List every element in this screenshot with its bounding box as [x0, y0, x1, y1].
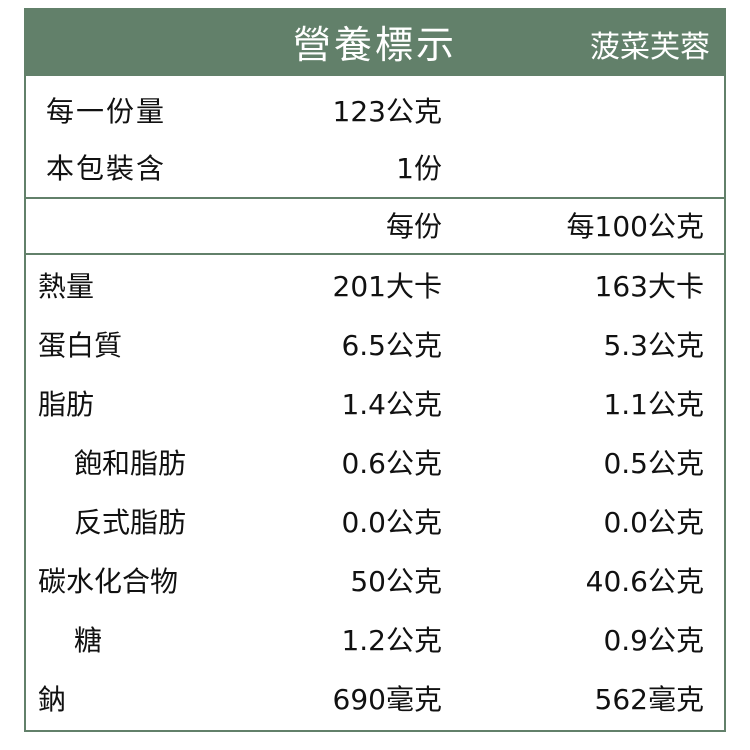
- nutrient-label: 反式脂肪: [74, 506, 187, 539]
- nutrient-value: 163大卡: [594, 270, 704, 303]
- header-band: 營養標示 菠菜芙蓉: [26, 10, 724, 76]
- nutrient-value: 0.9公克: [603, 624, 704, 657]
- serving-value: 123公克: [332, 95, 442, 128]
- nutrient-value: 201大卡: [332, 270, 442, 303]
- nutrient-value: 0.0公克: [603, 506, 704, 539]
- column-header: 每份: [385, 210, 442, 243]
- nutrient-label: 飽和脂肪: [74, 447, 187, 480]
- nutrient-value: 1.4公克: [341, 388, 442, 421]
- nutrient-label: 蛋白質: [38, 329, 123, 362]
- nutrient-value: 1.2公克: [341, 624, 442, 657]
- nutrient-label: 脂肪: [38, 388, 95, 421]
- nutrient-label: 糖: [74, 624, 103, 657]
- nutrient-label: 鈉: [38, 683, 67, 716]
- nutrient-value: 50公克: [350, 565, 442, 598]
- divider: [26, 253, 724, 255]
- nutrient-value: 40.6公克: [585, 565, 704, 598]
- nutrient-value: 0.5公克: [603, 447, 704, 480]
- title: 營養標示: [292, 23, 457, 67]
- divider: [26, 197, 724, 199]
- serving-label: 每一份量: [46, 95, 167, 128]
- serving-label: 本包裝含: [46, 152, 167, 185]
- serving-value: 1份: [396, 152, 442, 185]
- nutrient-label: 熱量: [38, 270, 95, 303]
- product-name: 菠菜芙蓉: [590, 30, 710, 65]
- nutrient-value: 5.3公克: [603, 329, 704, 362]
- nutrient-value: 1.1公克: [603, 388, 704, 421]
- nutrition-label: 營養標示 菠菜芙蓉 每一份量 123公克本包裝含 1份每份 每100公克熱量 201大卡…: [24, 8, 726, 732]
- nutrient-label: 碳水化合物: [38, 565, 179, 598]
- nutrient-value: 562毫克: [594, 683, 704, 716]
- nutrient-value: 6.5公克: [341, 329, 442, 362]
- nutrient-value: 0.6公克: [341, 447, 442, 480]
- column-header: 每100公克: [566, 210, 704, 243]
- nutrient-value: 0.0公克: [341, 506, 442, 539]
- nutrient-value: 690毫克: [332, 683, 442, 716]
